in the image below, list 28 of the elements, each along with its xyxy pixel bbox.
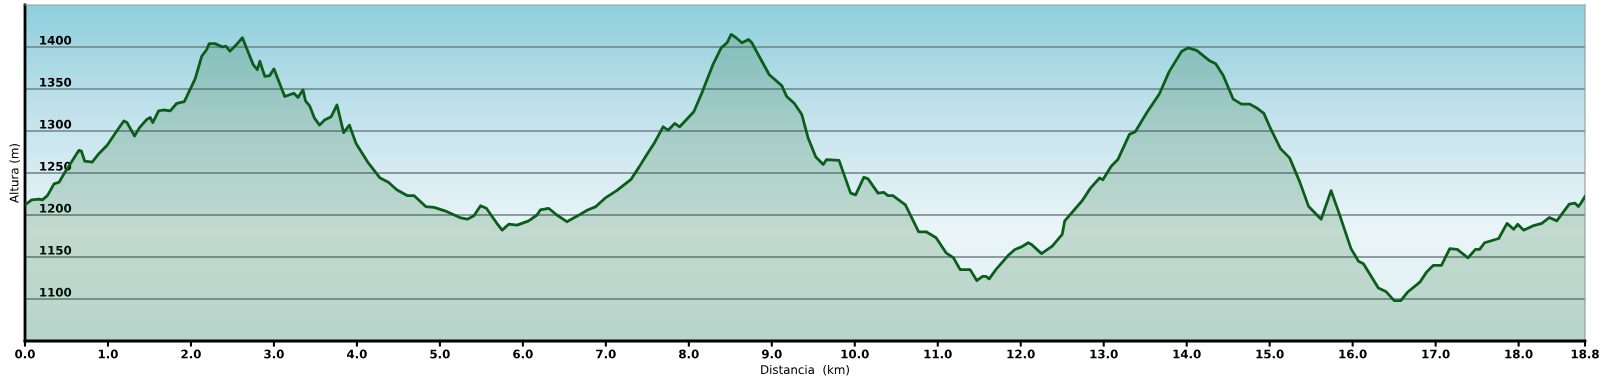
y-tick-label: 1150 [40,245,72,255]
y-tick-label: 1100 [40,287,72,297]
x-tick-label: 0.0 [15,349,35,359]
x-tick-label: 7.0 [596,349,616,359]
x-tick-label: 2.0 [181,349,201,359]
x-tick-label: 12.0 [1007,349,1035,359]
x-tick-label: 6.0 [513,349,533,359]
x-tick-label: 17.0 [1422,349,1450,359]
y-tick-label: 1300 [40,119,72,129]
x-tick-label: 3.0 [264,349,284,359]
x-tick-label: 16.0 [1339,349,1367,359]
x-tick-label: 5.0 [430,349,450,359]
y-tick-label: 1400 [40,35,72,45]
x-tick-label: 10.0 [841,349,869,359]
x-tick-label: 8.0 [679,349,699,359]
y-tick-label: 1200 [40,203,72,213]
x-axis-title: Distancia (km) [761,364,849,376]
x-tick-label: 18.0 [1505,349,1533,359]
x-tick-label: 11.0 [924,349,952,359]
x-tick-label: 18.8 [1571,349,1599,359]
y-axis-title: Altura (m) [9,144,20,203]
x-tick-label: 4.0 [346,349,367,359]
x-tick-label: 9.0 [761,349,782,359]
x-tick-label: 15.0 [1256,349,1284,359]
y-tick-label: 1350 [40,77,72,87]
x-tick-label: 1.0 [98,349,118,359]
x-tick-label: 13.0 [1090,349,1118,359]
x-tick-label: 14.0 [1173,349,1201,359]
